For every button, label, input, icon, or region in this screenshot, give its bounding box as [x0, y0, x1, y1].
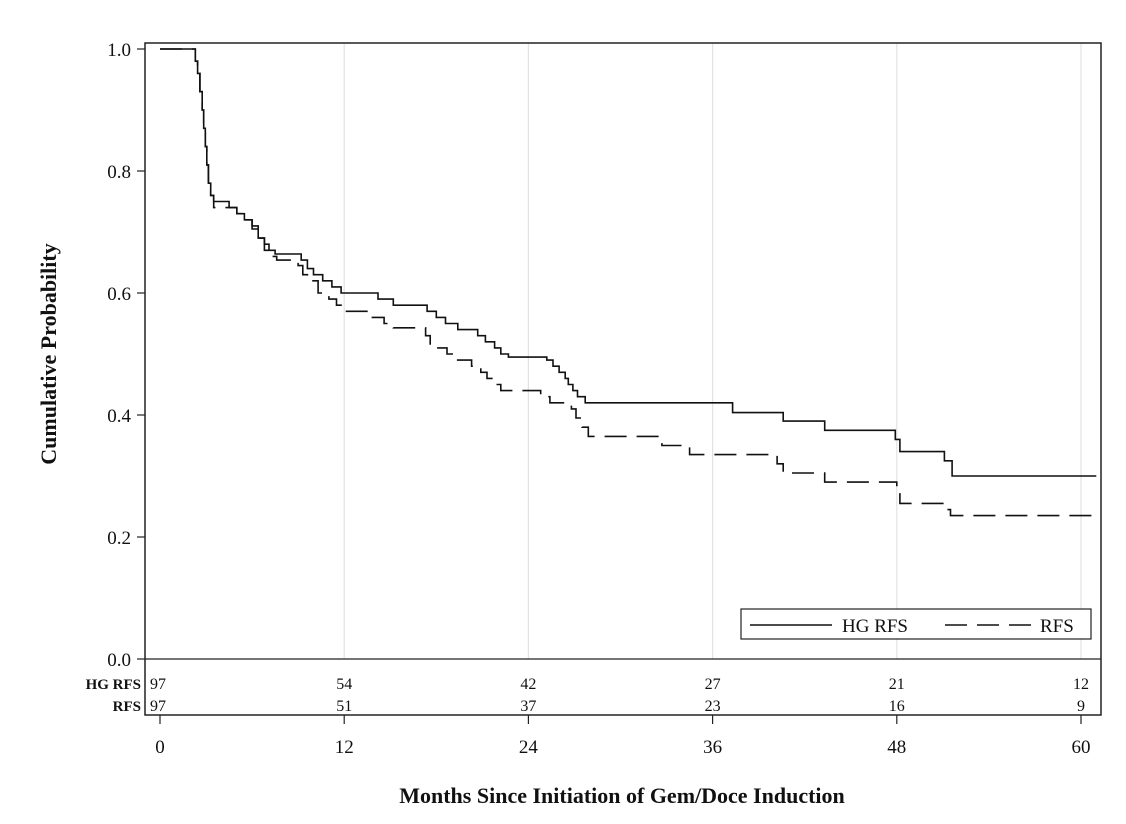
risk-value-rfs-0: 97	[150, 698, 166, 715]
y-tick-label-1: 0.2	[107, 528, 131, 549]
x-tick-label-1: 12	[335, 737, 354, 758]
risk-value-hg-rfs-36: 27	[705, 676, 721, 693]
y-axis: 0.0 0.2 0.4 0.6 0.8 1.0	[107, 40, 145, 671]
x-axis: 0 12 24 36 48 60	[155, 715, 1091, 758]
x-axis-title: Months Since Initiation of Gem/Doce Indu…	[399, 783, 845, 808]
x-tick-label-5: 60	[1072, 737, 1091, 758]
plot-frame	[144, 42, 1102, 716]
risk-value-rfs-24: 37	[520, 698, 536, 715]
x-tick-label-3: 36	[703, 737, 722, 758]
series-line-rfs	[160, 48, 1097, 517]
x-tick-label-4: 48	[887, 737, 906, 758]
vertical-grid	[343, 43, 1082, 659]
x-tick-label-2: 24	[519, 737, 539, 758]
y-tick-label-0: 0.0	[107, 650, 131, 671]
risk-value-hg-rfs-24: 42	[520, 676, 536, 693]
risk-value-rfs-48: 16	[889, 698, 905, 715]
risk-value-hg-rfs-12: 54	[336, 676, 352, 693]
risk-value-rfs-60: 9	[1077, 698, 1085, 715]
risk-value-hg-rfs-0: 97	[150, 676, 166, 693]
legend-label-rfs: RFS	[1040, 616, 1074, 637]
legend-label-hg-rfs: HG RFS	[842, 616, 908, 637]
y-tick-label-3: 0.6	[107, 284, 131, 305]
numbers-at-risk-table: HG RFS 97 54 42 27 21 12 RFS 97 51 37 23 16 9	[86, 676, 1089, 715]
y-tick-label-2: 0.4	[107, 406, 131, 427]
risk-row-label-rfs: RFS	[113, 699, 141, 715]
x-tick-label-0: 0	[155, 737, 165, 758]
y-tick-label-5: 1.0	[107, 40, 131, 61]
risk-value-rfs-12: 51	[336, 698, 352, 715]
legend: HG RFS RFS	[740, 608, 1092, 640]
legend-box	[740, 608, 1092, 640]
risk-value-hg-rfs-60: 12	[1073, 676, 1089, 693]
y-axis-title: Cumulative Probability	[36, 243, 61, 464]
survival-curves	[160, 48, 1097, 517]
risk-value-rfs-36: 23	[705, 698, 721, 715]
series-line-hg-rfs	[160, 48, 1097, 477]
y-tick-label-4: 0.8	[107, 162, 131, 183]
risk-row-label-hg-rfs: HG RFS	[86, 677, 141, 693]
risk-value-hg-rfs-48: 21	[889, 676, 905, 693]
